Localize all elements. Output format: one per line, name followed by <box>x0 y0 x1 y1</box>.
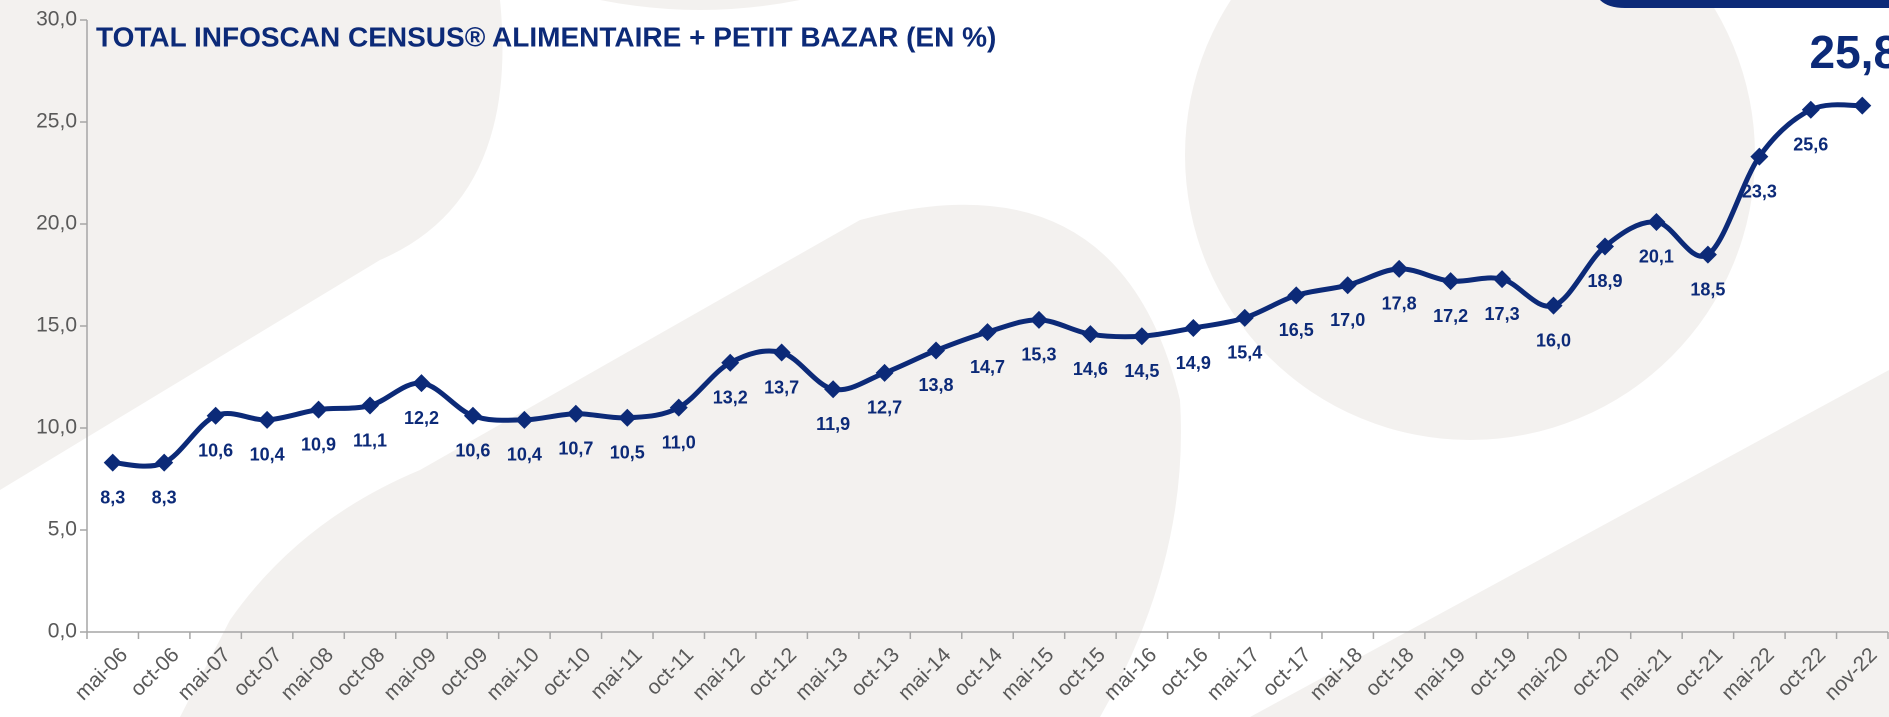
value-label: 14,9 <box>1176 353 1211 373</box>
y-tick-label: 25,0 <box>36 110 77 133</box>
chart: TOTAL INFOSCAN CENSUS® ALIMENTAIRE + PET… <box>0 0 1889 717</box>
value-label: 12,2 <box>404 408 439 428</box>
value-label: 11,1 <box>353 430 387 450</box>
value-label: 17,8 <box>1382 294 1417 314</box>
value-label: 11,0 <box>662 432 696 452</box>
y-tick-label: 10,0 <box>36 416 77 439</box>
bg-shape <box>1185 0 1755 440</box>
chart-title: TOTAL INFOSCAN CENSUS® ALIMENTAIRE + PET… <box>96 21 996 52</box>
x-tick-label: mai-06 <box>71 643 133 705</box>
value-label: 10,6 <box>198 441 233 461</box>
value-label: 8,3 <box>100 487 125 507</box>
point-marker <box>1853 97 1871 115</box>
value-label: 17,0 <box>1330 310 1365 330</box>
value-label: 16,0 <box>1536 330 1571 350</box>
background-shapes <box>0 0 1889 717</box>
value-label: 10,5 <box>610 443 645 463</box>
value-label: 14,6 <box>1073 359 1108 379</box>
value-label: 15,3 <box>1021 345 1056 365</box>
value-label: 12,7 <box>867 398 902 418</box>
y-tick-label: 15,0 <box>36 314 77 337</box>
value-label: 17,2 <box>1433 306 1468 326</box>
point-marker <box>310 401 328 419</box>
value-label: 17,3 <box>1485 304 1520 324</box>
value-label: 18,9 <box>1587 271 1622 291</box>
x-tick-label: mai-17 <box>1203 643 1265 705</box>
value-label: 10,6 <box>455 441 490 461</box>
x-tick-label: oct-06 <box>126 643 184 701</box>
point-marker <box>412 374 430 392</box>
value-label: 10,9 <box>301 434 336 454</box>
value-label: 15,4 <box>1227 343 1262 363</box>
point-marker <box>361 397 379 415</box>
highlight-value-label: 25,8 <box>1810 26 1889 78</box>
y-tick-label: 30,0 <box>36 8 77 31</box>
value-label: 10,7 <box>558 438 593 458</box>
point-marker <box>1184 319 1202 337</box>
value-label: 13,2 <box>713 387 748 407</box>
value-label: 11,9 <box>816 414 850 434</box>
bg-shape <box>600 0 800 10</box>
value-label: 8,3 <box>152 487 177 507</box>
value-label: 23,3 <box>1742 181 1777 201</box>
y-tick-label: 20,0 <box>36 212 77 235</box>
value-label: 10,4 <box>507 445 542 465</box>
x-tick-label: oct-16 <box>1155 643 1213 701</box>
y-tick-label: 5,0 <box>48 518 77 541</box>
value-label: 16,5 <box>1279 320 1314 340</box>
point-marker <box>104 454 122 472</box>
value-label: 14,5 <box>1124 361 1159 381</box>
value-label: 10,4 <box>250 445 285 465</box>
point-marker <box>258 411 276 429</box>
y-tick-label: 0,0 <box>48 620 77 643</box>
value-label: 13,7 <box>764 377 799 397</box>
value-label: 13,8 <box>919 375 954 395</box>
value-label: 25,6 <box>1793 135 1828 155</box>
value-label: 14,7 <box>970 357 1005 377</box>
header-tab <box>1600 0 1889 8</box>
value-label: 20,1 <box>1639 247 1674 267</box>
value-label: 18,5 <box>1690 279 1725 299</box>
point-marker <box>464 407 482 425</box>
